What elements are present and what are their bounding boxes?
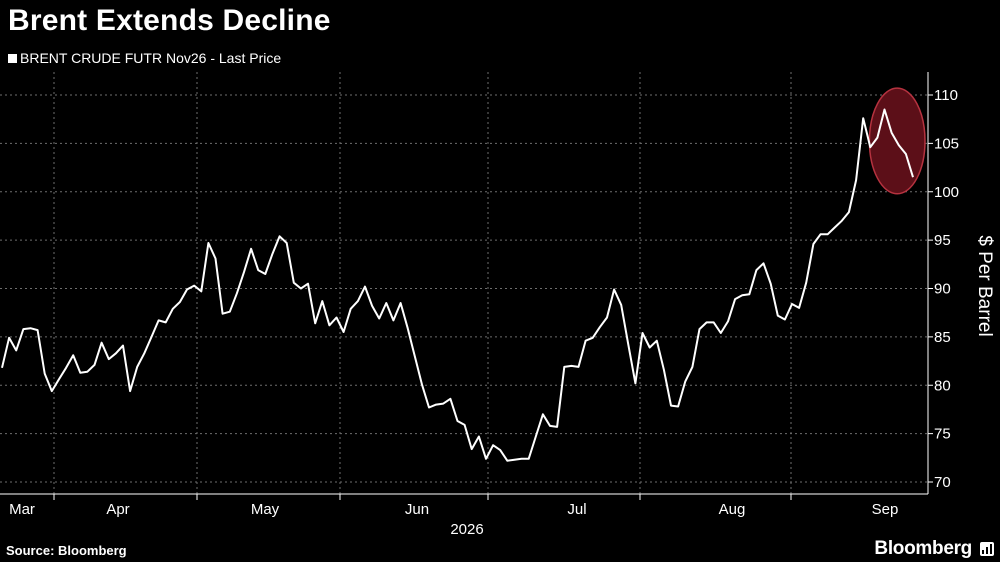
x-tick-label-may: May (251, 501, 280, 518)
y-tick-label-110: 110 (934, 87, 958, 104)
y-tick-label-100: 100 (934, 184, 959, 201)
brand-logo: Bloomberg (874, 538, 972, 559)
y-tick-label-80: 80 (934, 377, 951, 394)
source-note: Source: Bloomberg (6, 543, 127, 558)
x-tick-label-jun: Jun (405, 501, 429, 518)
y-tick-label-90: 90 (934, 281, 951, 298)
x-tick-label-sep: Sep (872, 501, 899, 518)
x-axis-title: 2026 (450, 521, 483, 538)
y-tick-label-105: 105 (934, 135, 959, 152)
x-tick-label-mar: Mar (9, 501, 35, 518)
legend-swatch (8, 53, 17, 63)
legend: BRENT CRUDE FUTR Nov26 - Last Price (8, 50, 281, 66)
x-axis-ticks: Mar Apr May Jun Jul Aug Sep (9, 501, 898, 518)
y-tick-label-75: 75 (934, 426, 951, 443)
series-group (1, 108, 914, 462)
chart-title: Brent Extends Decline (8, 4, 331, 37)
y-tick-label-85: 85 (934, 329, 951, 346)
brand-icon (980, 542, 994, 556)
gridlines (0, 72, 928, 494)
y-axis-ticks: 70 75 80 85 90 95 100 105 110 (934, 87, 959, 491)
y-tick-label-70: 70 (934, 474, 951, 491)
y-tick-label-95: 95 (934, 232, 951, 249)
series-line-brent (1, 108, 914, 462)
legend-label: BRENT CRUDE FUTR Nov26 - Last Price (20, 50, 282, 66)
y-axis-title: $ Per Barrel (974, 235, 995, 336)
axes (0, 72, 933, 500)
x-tick-label-jul: Jul (567, 501, 586, 518)
x-tick-label-aug: Aug (719, 501, 746, 518)
x-tick-label-apr: Apr (106, 501, 129, 518)
